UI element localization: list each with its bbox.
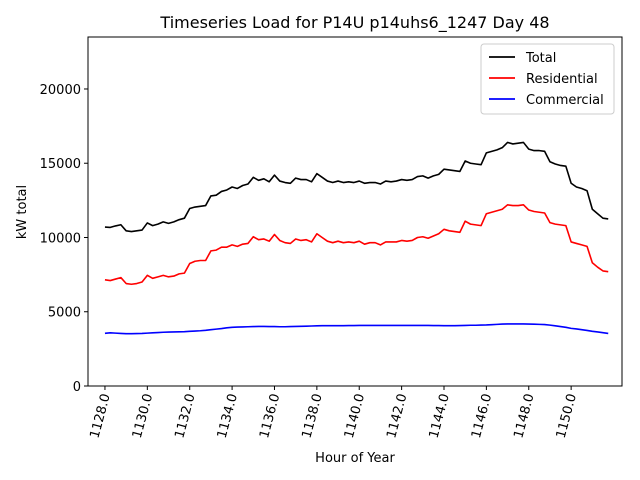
- x-tick-label: 1136.0: [257, 392, 283, 440]
- x-tick-label: 1130.0: [130, 392, 156, 440]
- y-tick-label: 20000: [40, 83, 81, 98]
- series-line-commercial: [104, 323, 609, 335]
- x-tick-label: 1144.0: [427, 392, 453, 440]
- x-tick-label: 1132.0: [172, 392, 198, 440]
- y-axis-label: kW total: [15, 185, 30, 239]
- legend: Total Residential Commercial: [480, 43, 615, 115]
- x-tick-label: 1146.0: [469, 392, 495, 440]
- y-tick-label: 5000: [48, 306, 81, 321]
- y-tick-label: 15000: [40, 157, 81, 172]
- x-tick-label: 1148.0: [511, 392, 537, 440]
- legend-label-residential: Residential: [526, 72, 598, 87]
- x-tick-label: 1142.0: [384, 392, 410, 440]
- plot-frame: [87, 36, 623, 387]
- legend-label-commercial: Commercial: [526, 93, 604, 108]
- series-line-total: [104, 141, 609, 233]
- legend-box: [480, 43, 615, 115]
- x-tick-label: 1138.0: [299, 392, 325, 440]
- y-tick-label: 0: [73, 380, 81, 395]
- x-axis-label: Hour of Year: [315, 451, 395, 466]
- legend-label-total: Total: [525, 51, 556, 66]
- x-tick-label: 1128.0: [88, 392, 114, 440]
- y-tick-label: 10000: [40, 231, 81, 246]
- x-tick-label: 1140.0: [342, 392, 368, 440]
- series-line-residential: [104, 204, 609, 286]
- x-tick-label: 1150.0: [554, 392, 580, 440]
- x-tick-label: 1134.0: [215, 392, 241, 440]
- chart-title: Timeseries Load for P14U p14uhs6_1247 Da…: [159, 13, 549, 33]
